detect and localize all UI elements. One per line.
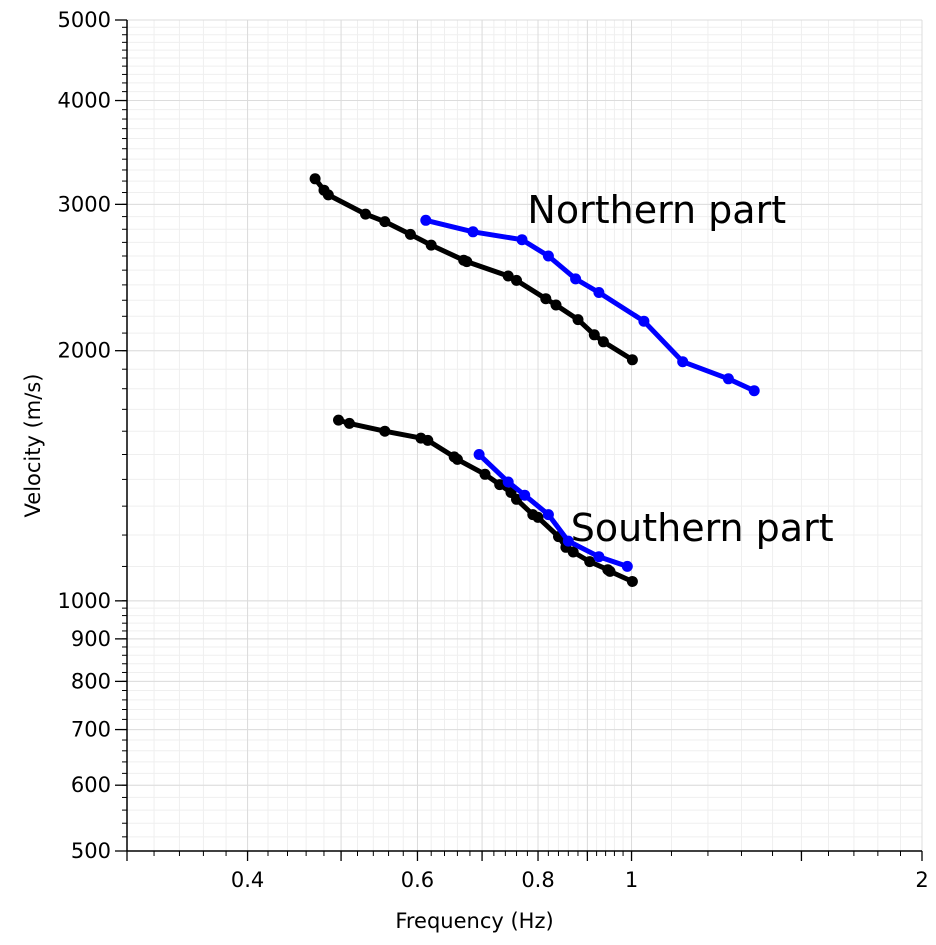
data-point bbox=[473, 449, 485, 460]
y-tick-label: 1000 bbox=[58, 589, 111, 613]
axes bbox=[115, 19, 923, 861]
data-point bbox=[550, 299, 562, 311]
x-tick-label: 0.4 bbox=[231, 868, 264, 892]
data-point bbox=[542, 250, 554, 262]
data-point bbox=[511, 274, 522, 286]
data-point bbox=[588, 329, 600, 341]
data-point bbox=[597, 336, 609, 348]
data-point bbox=[593, 287, 605, 298]
series-3 bbox=[473, 449, 633, 572]
y-tick-label: 2000 bbox=[58, 339, 111, 363]
y-axis-title: Velocity (m/s) bbox=[21, 374, 45, 518]
data-point bbox=[451, 453, 463, 465]
data-point bbox=[420, 214, 432, 226]
data-point bbox=[461, 256, 473, 268]
y-tick-label: 5000 bbox=[58, 8, 111, 32]
data-point bbox=[570, 273, 582, 285]
x-tick-label: 1 bbox=[625, 868, 638, 892]
y-tick-label: 3000 bbox=[58, 192, 111, 216]
data-point bbox=[379, 425, 391, 437]
data-point bbox=[562, 535, 574, 547]
data-point bbox=[479, 468, 491, 480]
data-point bbox=[494, 479, 506, 491]
data-point bbox=[425, 239, 437, 251]
data-point bbox=[542, 509, 554, 521]
data-point bbox=[511, 493, 522, 505]
series-layer bbox=[309, 173, 760, 587]
data-point bbox=[593, 551, 605, 563]
data-point bbox=[502, 476, 514, 488]
x-axis-title: Frequency (Hz) bbox=[395, 909, 553, 933]
y-tick-label: 600 bbox=[71, 773, 111, 797]
series-1 bbox=[420, 214, 760, 397]
data-point bbox=[626, 354, 638, 366]
data-point bbox=[604, 565, 616, 577]
data-point bbox=[584, 556, 596, 568]
data-point bbox=[360, 208, 371, 220]
data-point bbox=[621, 560, 633, 572]
series-line bbox=[423, 217, 757, 394]
grid bbox=[126, 19, 923, 852]
y-tick-label: 700 bbox=[71, 718, 111, 742]
y-tick-label: 900 bbox=[71, 627, 111, 651]
data-point bbox=[379, 216, 391, 228]
data-point bbox=[309, 173, 321, 185]
data-point bbox=[502, 270, 514, 282]
data-point bbox=[322, 189, 334, 201]
y-tick-label: 800 bbox=[71, 669, 111, 693]
data-point bbox=[404, 228, 416, 240]
x-tick-label: 0.8 bbox=[521, 868, 554, 892]
y-tick-label: 500 bbox=[71, 839, 111, 863]
data-point bbox=[540, 293, 552, 305]
x-tick-label: 0.6 bbox=[401, 868, 434, 892]
data-point bbox=[748, 385, 760, 397]
data-point bbox=[532, 511, 544, 523]
data-point bbox=[516, 234, 528, 246]
annotation-label: Southern part bbox=[571, 506, 834, 550]
annotation-label: Northern part bbox=[527, 188, 786, 232]
data-point bbox=[343, 417, 355, 429]
series-2 bbox=[333, 414, 638, 587]
data-point bbox=[638, 315, 650, 327]
series-0 bbox=[309, 173, 638, 366]
data-point bbox=[572, 314, 584, 326]
labels-layer: 500 600 700 800 900 1000 2000 3000 4000 5000 0.4 0.… bbox=[21, 8, 929, 933]
data-point bbox=[722, 373, 734, 385]
y-tick-label: 4000 bbox=[58, 89, 111, 113]
data-point bbox=[333, 414, 344, 426]
x-tick-label: 2 bbox=[915, 868, 928, 892]
data-point bbox=[677, 356, 689, 368]
data-point bbox=[422, 434, 434, 446]
data-point bbox=[467, 226, 479, 238]
data-point bbox=[567, 546, 579, 558]
data-point bbox=[626, 576, 638, 587]
data-point bbox=[519, 489, 531, 501]
